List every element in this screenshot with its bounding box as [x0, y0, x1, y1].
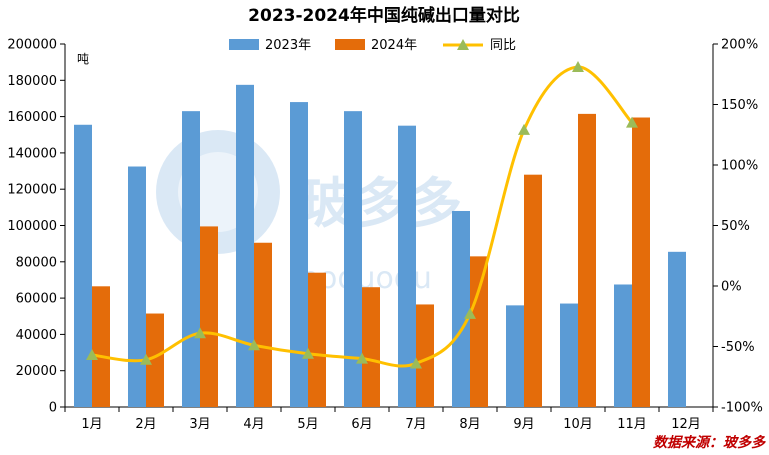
y-right-tick-label: 0% — [721, 280, 742, 295]
y-right-tick-label: 200% — [721, 38, 758, 53]
legend-label-2023: 2023年 — [265, 38, 311, 53]
y-left-tick-label: 180000 — [7, 74, 57, 89]
y-left-tick-label: 20000 — [16, 364, 57, 379]
svg-text:玻多多: 玻多多 — [300, 172, 462, 235]
y-right-tick-label: 50% — [721, 219, 750, 234]
bar-2023 — [290, 102, 308, 407]
bar-2024 — [470, 256, 488, 407]
legend-swatch-2024 — [335, 39, 365, 50]
x-tick-label: 10月 — [563, 417, 593, 432]
bar-2023 — [668, 251, 686, 407]
y-left-tick-label: 120000 — [7, 183, 57, 198]
y-left-tick-label: 80000 — [16, 255, 57, 270]
bar-2023 — [560, 303, 578, 407]
y-right-tick-label: 150% — [721, 98, 758, 113]
x-tick-label: 12月 — [671, 417, 701, 432]
x-tick-label: 11月 — [617, 417, 647, 432]
bar-2024 — [146, 313, 164, 407]
y-left-tick-label: 40000 — [16, 328, 57, 343]
bar-2023 — [74, 124, 92, 407]
bar-2024 — [524, 174, 542, 407]
x-tick-label: 6月 — [351, 417, 372, 432]
x-tick-label: 8月 — [459, 417, 480, 432]
x-tick-label: 7月 — [405, 417, 426, 432]
x-tick-label: 9月 — [513, 417, 534, 432]
yoy-marker — [86, 348, 98, 360]
bar-2024 — [632, 117, 650, 407]
y-left-unit-label: 吨 — [77, 52, 89, 66]
y-left-tick-label: 100000 — [7, 219, 57, 234]
x-tick-label: 5月 — [297, 417, 318, 432]
yoy-marker — [464, 307, 476, 319]
source-note: 数据来源：玻多多 — [653, 434, 766, 451]
yoy-marker — [140, 353, 152, 365]
x-tick-label: 4月 — [243, 417, 264, 432]
yoy-marker — [194, 327, 206, 339]
y-left-tick-label: 140000 — [7, 146, 57, 161]
bar-2023 — [182, 111, 200, 407]
legend-label-yoy: 同比 — [490, 38, 516, 53]
y-right-tick-label: -100% — [721, 401, 763, 416]
bar-2024 — [92, 286, 110, 407]
yoy-marker — [572, 60, 584, 72]
bar-2024 — [200, 226, 218, 407]
bar-2023 — [344, 111, 362, 407]
legend-label-2024: 2024年 — [371, 38, 417, 53]
bar-2023 — [128, 166, 146, 407]
bar-2023 — [398, 125, 416, 408]
y-left-tick-label: 0 — [49, 401, 57, 416]
yoy-marker — [410, 357, 422, 369]
bar-2023 — [236, 84, 254, 408]
legend-swatch-2023 — [229, 39, 259, 50]
bar-2023 — [506, 305, 524, 407]
legend: 2023年 2024年 同比 — [229, 38, 516, 53]
bar-2024 — [362, 287, 380, 407]
y-left-tick-label: 160000 — [7, 110, 57, 125]
legend-marker-yoy — [457, 39, 469, 50]
x-tick-label: 1月 — [81, 417, 102, 432]
y-left-tick-label: 200000 — [7, 38, 57, 53]
x-tick-label: 2月 — [135, 417, 156, 432]
yoy-marker — [302, 347, 314, 359]
yoy-marker — [518, 123, 530, 135]
y-left-tick-label: 60000 — [16, 292, 57, 307]
y-right-tick-label: 100% — [721, 159, 758, 174]
bar-2024 — [578, 113, 596, 407]
chart-title: 2023-2024年中国纯碱出口量对比 — [248, 5, 520, 26]
bar-2024 — [308, 272, 326, 407]
x-tick-label: 3月 — [189, 417, 210, 432]
y-right-tick-label: -50% — [721, 340, 755, 355]
yoy-marker — [356, 352, 368, 364]
bar-2023 — [452, 210, 470, 407]
bar-2024 — [416, 304, 434, 407]
yoy-marker — [626, 116, 638, 128]
bar-2023 — [614, 284, 632, 407]
yoy-marker — [248, 339, 260, 351]
bar-2024 — [254, 242, 272, 407]
